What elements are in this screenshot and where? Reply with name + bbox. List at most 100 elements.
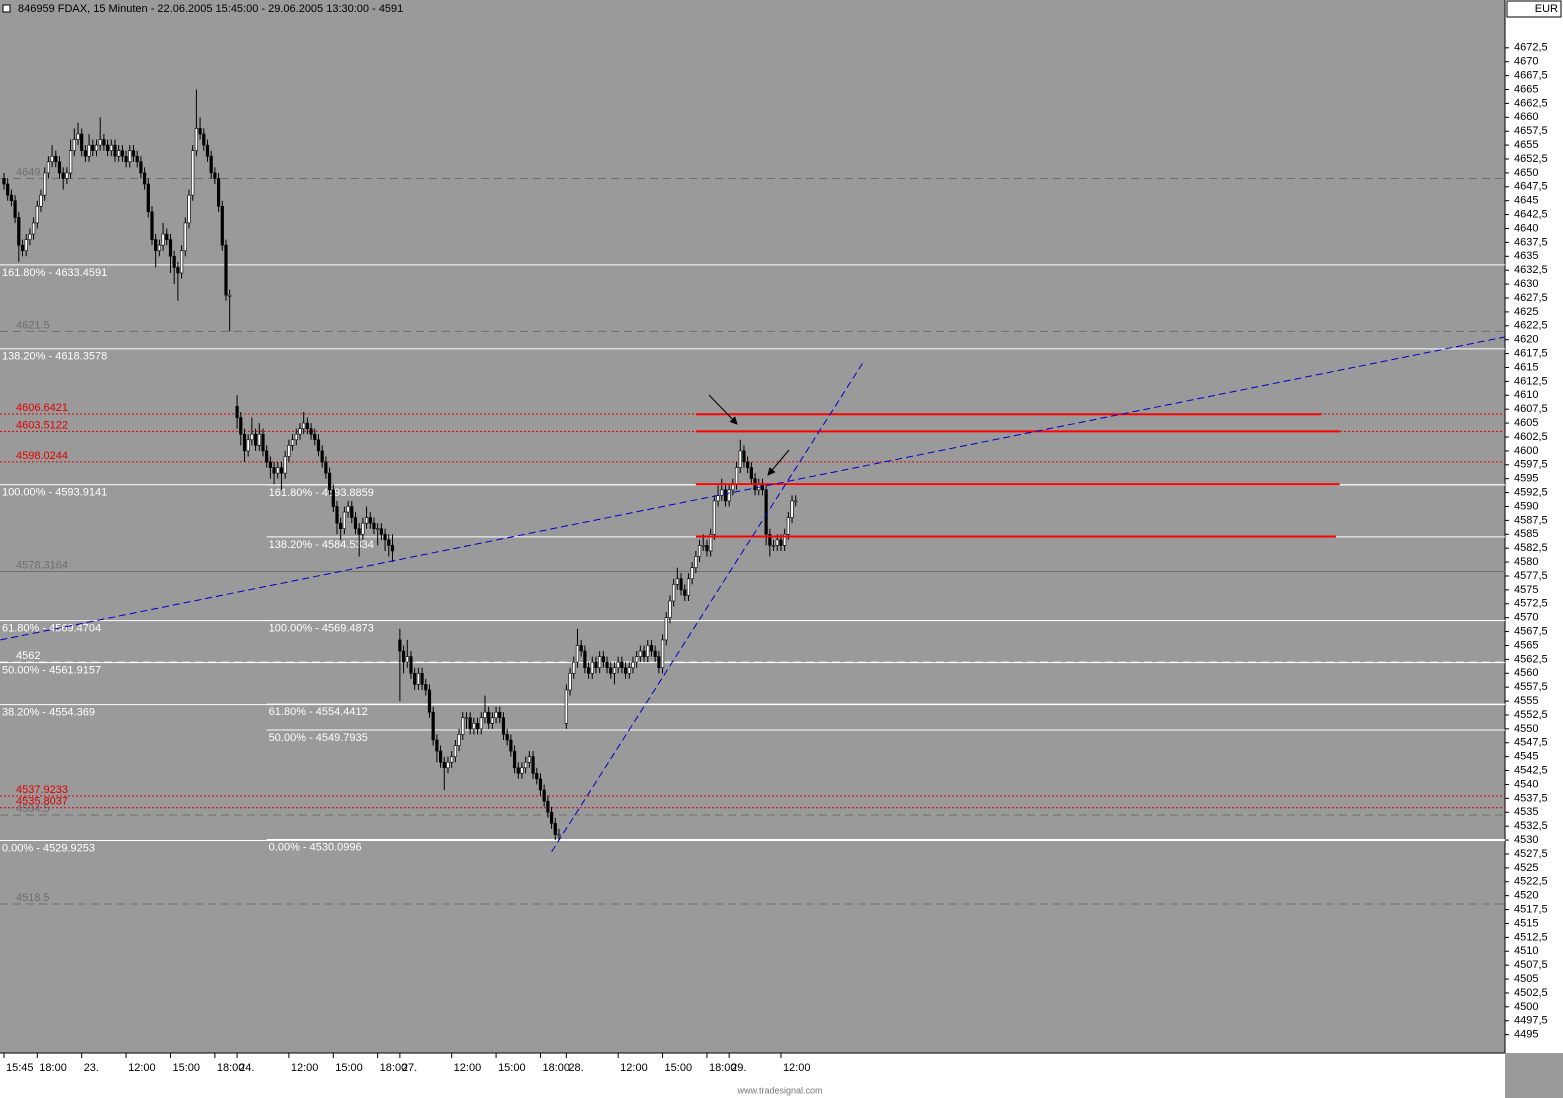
y-tick-label: 4552,5 xyxy=(1514,709,1548,721)
candle-body xyxy=(168,239,173,257)
candle-body xyxy=(39,194,43,207)
candle-body xyxy=(161,233,165,246)
candle-body xyxy=(35,205,39,224)
y-tick-label: 4620 xyxy=(1514,334,1538,346)
candle-body xyxy=(135,155,139,163)
y-tick-label: 4510 xyxy=(1514,945,1538,957)
candle-body xyxy=(50,155,54,163)
x-tick-label: 24. xyxy=(239,1062,254,1074)
window-icon[interactable] xyxy=(2,4,11,13)
fib-label: 0.00% - 4529.9253 xyxy=(2,842,95,854)
candle-body xyxy=(2,178,6,185)
candle-body xyxy=(83,150,87,157)
candle-body xyxy=(723,489,728,502)
candle-body xyxy=(446,761,450,769)
y-tick-label: 4652,5 xyxy=(1514,153,1548,165)
fib-label: 138.20% - 4584.5334 xyxy=(269,539,374,551)
candle-body xyxy=(368,517,372,524)
candle-body xyxy=(20,244,25,252)
y-tick-label: 4562,5 xyxy=(1514,653,1548,665)
candle-body xyxy=(479,717,483,730)
y-tick-label: 4522,5 xyxy=(1514,876,1548,888)
candle-body xyxy=(102,139,106,146)
candle-body xyxy=(549,811,554,824)
candle-body xyxy=(535,773,539,780)
candle-body xyxy=(616,661,620,669)
candle-body xyxy=(457,734,461,746)
y-tick-label: 4642,5 xyxy=(1514,209,1548,221)
candle-body xyxy=(250,433,254,441)
y-tick-label: 4527,5 xyxy=(1514,848,1548,860)
candle-body xyxy=(764,489,768,535)
candle-body xyxy=(313,433,317,441)
candle-body xyxy=(520,767,524,774)
candle-body xyxy=(43,172,47,196)
candle-body xyxy=(694,556,698,568)
candle-body xyxy=(631,661,635,669)
candle-body xyxy=(413,672,417,685)
candle-body xyxy=(427,689,432,713)
candle-body xyxy=(376,528,380,531)
candle-body xyxy=(87,144,91,157)
fib-label: 138.20% - 4618.3578 xyxy=(2,351,107,363)
y-tick-label: 4537,5 xyxy=(1514,792,1548,804)
level-label: 4537.9233 xyxy=(16,784,68,796)
candle-body xyxy=(564,689,568,724)
candle-body xyxy=(505,734,509,741)
y-tick-label: 4555 xyxy=(1514,695,1538,707)
candle-body xyxy=(742,450,746,463)
candle-body xyxy=(157,244,161,252)
y-tick-label: 4665 xyxy=(1514,83,1538,95)
candle-body xyxy=(57,161,62,174)
candle-body xyxy=(494,711,498,719)
candle-body xyxy=(320,450,324,463)
candle-body xyxy=(712,500,716,535)
candle-body xyxy=(709,533,713,552)
y-tick-label: 4662,5 xyxy=(1514,97,1548,109)
candle-body xyxy=(165,233,169,240)
chart-title: 846959 FDAX, 15 Minuten - 22.06.2005 15:… xyxy=(18,3,403,15)
candle-body xyxy=(187,194,191,224)
y-tick-label: 4560 xyxy=(1514,667,1538,679)
candle-body xyxy=(546,800,550,813)
arrow xyxy=(708,394,738,425)
candle-body xyxy=(609,667,613,674)
y-tick-label: 4672,5 xyxy=(1514,42,1548,54)
candle-body xyxy=(642,650,646,657)
fib-label: 50.00% - 4549.7935 xyxy=(269,732,368,744)
candle-body xyxy=(664,617,668,641)
y-tick-label: 4587,5 xyxy=(1514,514,1548,526)
level-label: 4598.0244 xyxy=(16,450,68,462)
candle-body xyxy=(268,461,272,468)
candle-body xyxy=(794,500,798,503)
y-tick-label: 4617,5 xyxy=(1514,348,1548,360)
y-tick-label: 4670 xyxy=(1514,56,1538,68)
candle-body xyxy=(179,250,184,274)
y-tick-label: 4650 xyxy=(1514,167,1538,179)
candle-body xyxy=(31,222,36,235)
candle-body xyxy=(575,645,580,663)
y-tick-label: 4575 xyxy=(1514,584,1538,596)
y-tick-label: 4657,5 xyxy=(1514,125,1548,137)
fib-label: 50.00% - 4561.9157 xyxy=(2,665,101,677)
currency: EUR xyxy=(1535,3,1558,15)
x-tick-label: 18:00 xyxy=(380,1062,408,1074)
y-tick-label: 4545 xyxy=(1514,751,1538,763)
candle-body xyxy=(91,144,95,151)
candle-body xyxy=(335,506,339,524)
candle-body xyxy=(279,467,284,474)
x-tick-label: 15:45 xyxy=(6,1062,34,1074)
candle-body xyxy=(583,650,587,669)
candle-body xyxy=(305,422,309,429)
candle-body xyxy=(431,711,435,741)
candle-body xyxy=(172,256,176,268)
candle-body xyxy=(302,422,306,429)
y-tick-label: 4600 xyxy=(1514,445,1538,457)
candle-body xyxy=(61,172,65,179)
arrow xyxy=(767,449,790,476)
y-tick-label: 4640 xyxy=(1514,222,1538,234)
candle-body xyxy=(490,717,494,724)
candle-body xyxy=(80,133,84,151)
y-tick-label: 4500 xyxy=(1514,1001,1538,1013)
